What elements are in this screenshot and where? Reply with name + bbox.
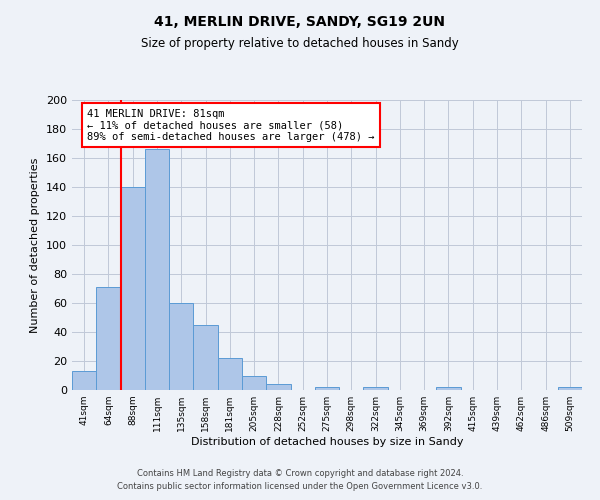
Y-axis label: Number of detached properties: Number of detached properties: [31, 158, 40, 332]
Bar: [558, 387, 582, 390]
Text: 41 MERLIN DRIVE: 81sqm
← 11% of detached houses are smaller (58)
89% of semi-det: 41 MERLIN DRIVE: 81sqm ← 11% of detached…: [88, 108, 375, 142]
Bar: [242, 376, 266, 390]
Bar: [169, 303, 193, 390]
Bar: [72, 371, 96, 390]
Text: Contains HM Land Registry data © Crown copyright and database right 2024.: Contains HM Land Registry data © Crown c…: [137, 468, 463, 477]
Bar: [436, 387, 461, 390]
Bar: [121, 187, 145, 390]
Bar: [364, 387, 388, 390]
Bar: [145, 150, 169, 390]
Bar: [266, 384, 290, 390]
Text: 41, MERLIN DRIVE, SANDY, SG19 2UN: 41, MERLIN DRIVE, SANDY, SG19 2UN: [155, 15, 445, 29]
Text: Size of property relative to detached houses in Sandy: Size of property relative to detached ho…: [141, 38, 459, 51]
Bar: [218, 358, 242, 390]
Bar: [96, 287, 121, 390]
Bar: [315, 387, 339, 390]
Bar: [193, 325, 218, 390]
Text: Contains public sector information licensed under the Open Government Licence v3: Contains public sector information licen…: [118, 482, 482, 491]
X-axis label: Distribution of detached houses by size in Sandy: Distribution of detached houses by size …: [191, 437, 463, 447]
